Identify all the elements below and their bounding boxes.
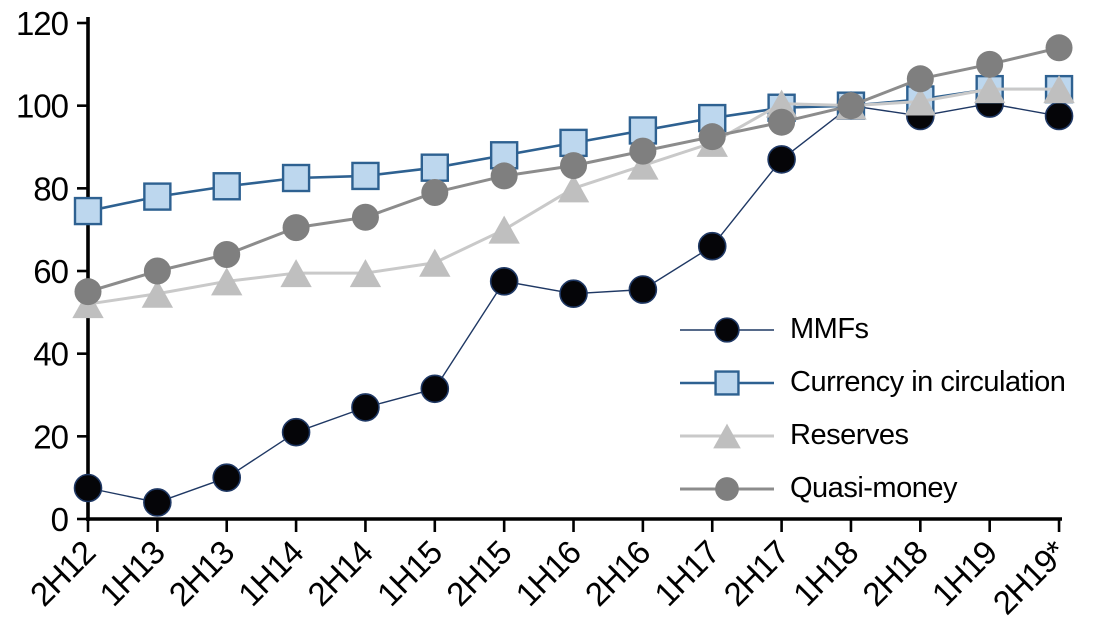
- x-tick-label: 1H18: [786, 534, 865, 613]
- x-tick-label: 2H13: [162, 534, 241, 613]
- data-point-circle: [906, 65, 934, 93]
- x-tick-label: 1H13: [92, 534, 171, 613]
- y-tick-label: 40: [33, 336, 68, 373]
- data-point-triangle: [1043, 75, 1075, 104]
- data-point-triangle: [280, 259, 312, 288]
- data-point-circle: [976, 50, 1004, 78]
- data-point-circle: [74, 278, 102, 306]
- data-point-square: [559, 128, 588, 158]
- data-point-triangle: [904, 87, 936, 116]
- data-point-circle: [628, 275, 658, 304]
- data-point-circle: [489, 267, 519, 296]
- x-tick-label: 1H17: [647, 534, 726, 613]
- mmfs-line-marker-icon: [680, 316, 774, 343]
- data-point-circle: [768, 108, 796, 136]
- quasi-money-line-marker-icon: [680, 476, 774, 501]
- legend-item-currency-in-circulation: Currency in circulation: [680, 356, 1066, 409]
- reserves-line-marker-icon: [680, 423, 774, 448]
- data-point-circle: [281, 417, 311, 447]
- y-tick-label: 20: [33, 418, 68, 455]
- data-point-circle: [559, 279, 588, 309]
- data-point-triangle: [557, 174, 590, 203]
- data-point-circle: [560, 152, 588, 180]
- data-point-circle: [697, 231, 727, 261]
- x-tick-label: 2H16: [578, 534, 657, 613]
- data-point-square: [281, 163, 311, 193]
- data-point-triangle: [141, 279, 174, 308]
- y-tick-label: 80: [33, 170, 68, 207]
- x-tick-label: 1H15: [370, 534, 449, 613]
- data-point-circle: [143, 257, 171, 285]
- data-point-circle: [143, 488, 172, 517]
- legend-label: Currency in circulation: [790, 366, 1066, 398]
- data-point-square: [714, 369, 740, 396]
- legend-label: Reserves: [790, 419, 909, 451]
- series-quasi-money: [74, 34, 1073, 306]
- chart-legend: MMFs Currency in circulation Reserves Qu…: [680, 303, 1066, 515]
- legend-label: Quasi-money: [790, 472, 957, 504]
- data-point-square: [212, 172, 241, 201]
- legend-item-reserves: Reserves: [680, 409, 1065, 462]
- y-tick-label: 100: [16, 88, 69, 125]
- data-point-circle: [73, 473, 103, 503]
- data-point-circle: [351, 203, 379, 231]
- data-point-circle: [490, 162, 518, 190]
- x-tick-label: 2H12: [23, 534, 102, 613]
- x-tick-label: 1H14: [231, 533, 311, 613]
- y-tick-label: 60: [33, 253, 68, 290]
- x-tick-label: 2H18: [855, 534, 934, 613]
- data-point-circle: [282, 214, 310, 242]
- data-point-circle: [420, 374, 450, 404]
- data-point-circle: [212, 463, 242, 492]
- data-point-triangle: [419, 248, 451, 277]
- x-tick-label: 2H14: [300, 533, 380, 613]
- data-point-circle: [698, 123, 726, 151]
- data-point-circle: [351, 393, 380, 422]
- data-point-circle: [213, 240, 241, 268]
- data-point-square: [420, 153, 449, 182]
- x-tick-label: 2H17: [716, 534, 795, 613]
- data-point-square: [351, 161, 380, 191]
- data-point-triangle: [974, 75, 1006, 104]
- y-tick-label: 0: [51, 501, 69, 538]
- data-point-circle: [767, 145, 796, 174]
- data-point-circle: [1045, 34, 1073, 62]
- data-point-circle: [629, 137, 657, 165]
- data-point-circle: [421, 178, 449, 206]
- data-point-square: [143, 182, 172, 211]
- currency-line-marker-icon: [680, 369, 774, 396]
- x-tick-label: 2H19*: [985, 533, 1073, 621]
- data-point-square: [73, 196, 103, 226]
- legend-label: MMFs: [790, 313, 869, 345]
- data-point-circle: [1044, 101, 1074, 131]
- data-point-triangle: [765, 89, 798, 118]
- data-point-circle: [714, 316, 740, 343]
- data-point-triangle: [627, 151, 659, 180]
- data-point-square: [489, 141, 519, 170]
- data-point-circle: [715, 476, 739, 501]
- data-point-circle: [837, 92, 865, 120]
- data-point-triangle: [488, 215, 520, 244]
- data-point-triangle: [211, 267, 243, 296]
- legend-item-quasi-money: Quasi-money: [680, 462, 1065, 515]
- legend-item-mmfs: MMFs: [680, 303, 1065, 356]
- y-tick-label: 120: [16, 5, 69, 42]
- x-tick-label: 2H15: [439, 534, 518, 613]
- data-point-triangle: [713, 423, 741, 448]
- x-tick-label: 1H16: [508, 534, 587, 613]
- data-point-triangle: [349, 259, 382, 288]
